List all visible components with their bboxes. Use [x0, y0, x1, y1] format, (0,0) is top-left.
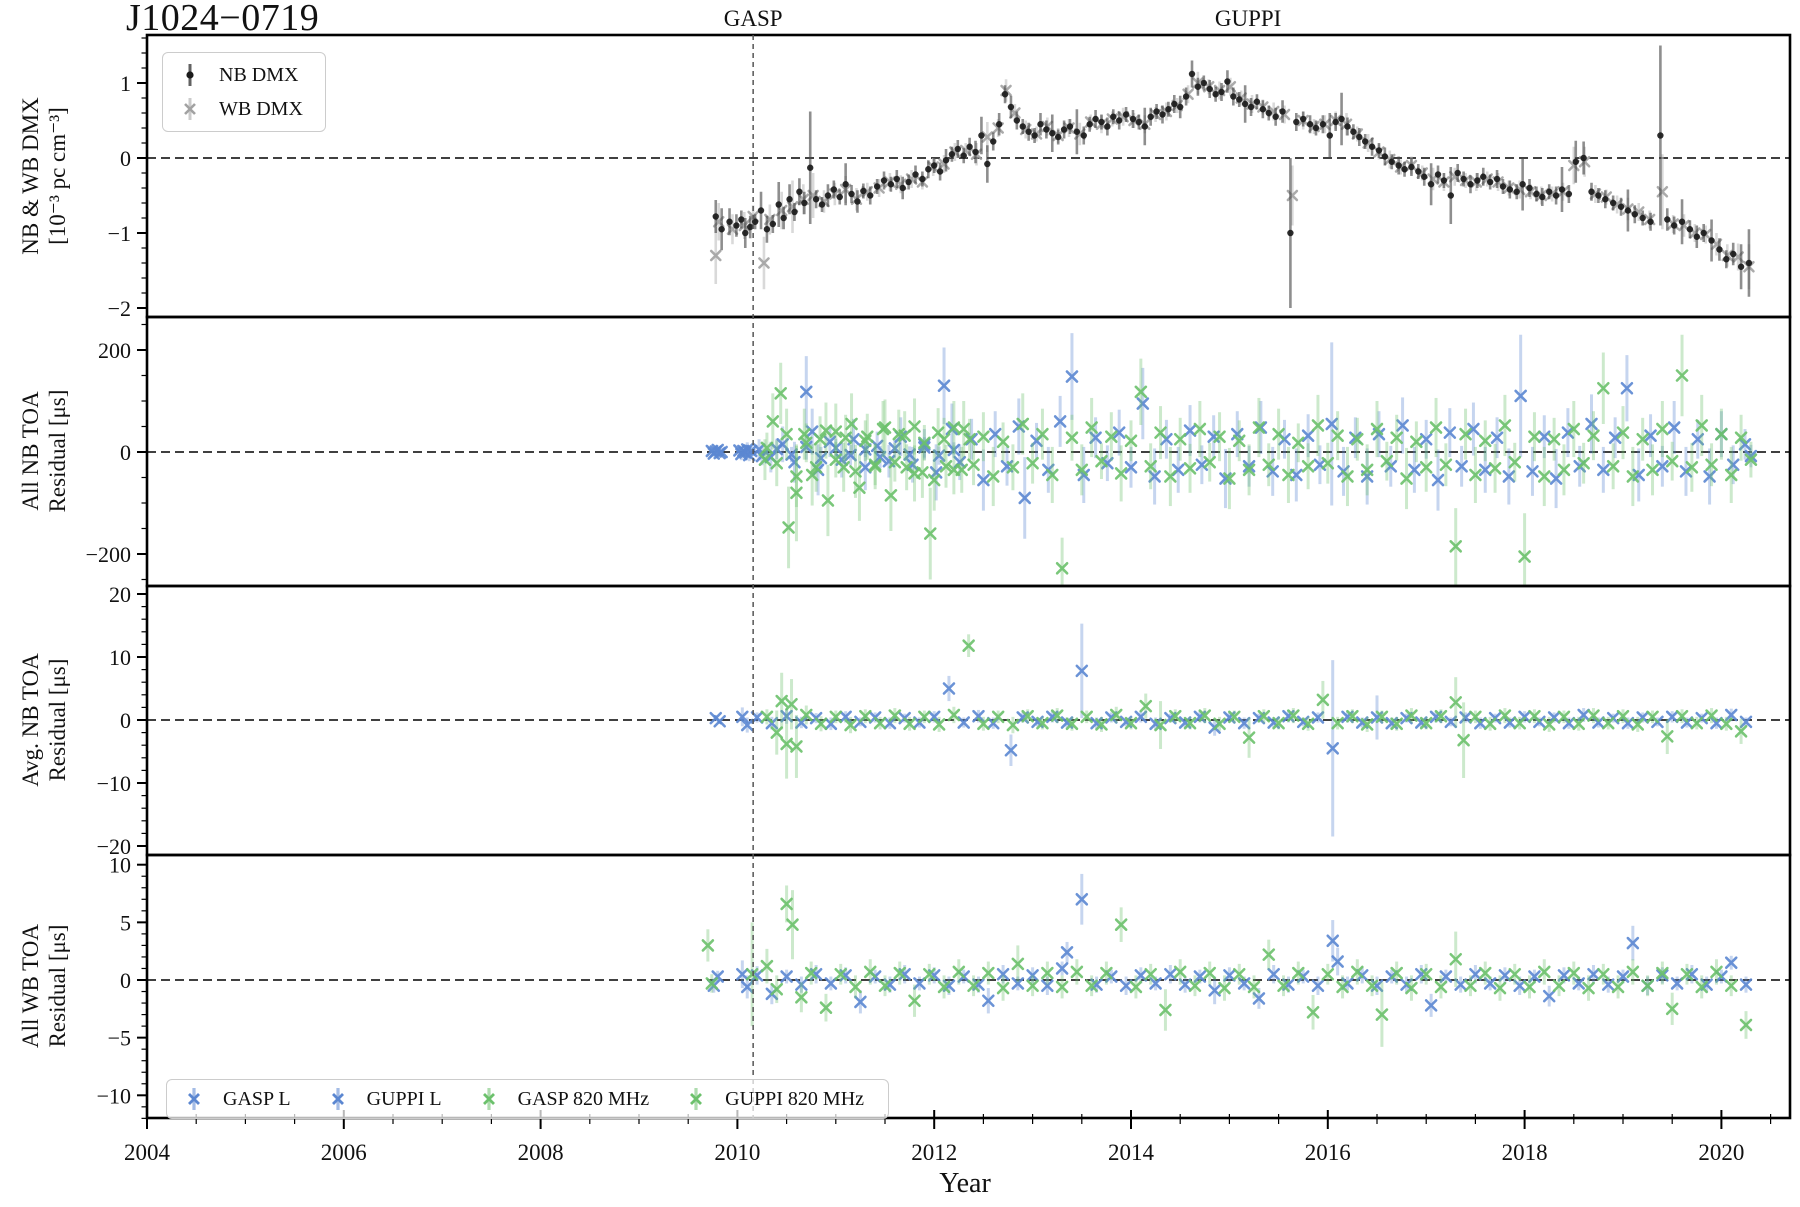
panel-1: 1 0 −1 −2 — [108, 33, 1792, 321]
ytick-label: −200 — [86, 542, 131, 567]
ytick-label: 1 — [120, 71, 131, 96]
legend-label-guppi-l: GUPPI L — [366, 1087, 442, 1110]
ylabel-all-wb-line1: All WB TOA — [18, 924, 43, 1048]
series-guppi-820-mhz — [760, 334, 1758, 585]
guppi-l-marker-icon — [331, 1088, 344, 1110]
xtick-label: 2016 — [1305, 1140, 1351, 1165]
legend-item-guppi-l: GUPPI L — [325, 1085, 442, 1113]
series-gasp-820-mhz — [701, 885, 980, 1027]
ylabel-avg-nb: Avg. NB TOA Residual [μs] — [17, 653, 71, 787]
xlabel-year: Year — [939, 1168, 991, 1199]
ylabel-all-nb-line1: All NB TOA — [18, 391, 43, 511]
legend-label-wb-dmx: WB DMX — [219, 97, 303, 120]
series-guppi-l — [752, 333, 1758, 539]
legend-label-guppi-820: GUPPI 820 MHz — [725, 1087, 865, 1110]
gasp-820-marker-icon — [482, 1088, 495, 1110]
legend-item-guppi-820: GUPPI 820 MHz — [683, 1085, 864, 1113]
ylabel-dmx: NB & WB DMX [10⁻³ pc cm⁻³] — [17, 97, 71, 254]
ytick-label: 0 — [120, 968, 131, 993]
xtick-label: 2006 — [321, 1140, 367, 1165]
ytick-label: 0 — [120, 708, 131, 733]
ylabel-dmx-line2: [10⁻³ pc cm⁻³] — [45, 107, 70, 245]
ytick-label: −5 — [108, 1026, 131, 1051]
annotation-guppi: GUPPI — [1215, 6, 1281, 31]
xtick-label: 2014 — [1108, 1140, 1155, 1165]
legend-label-gasp-820: GASP 820 MHz — [517, 1087, 650, 1110]
ylabel-all-wb: All WB TOA Residual [μs] — [17, 924, 71, 1048]
series-guppi-820-mhz — [982, 907, 1753, 1047]
ytick-label: −2 — [108, 296, 131, 321]
panel-3: 20 10 0 −10 −20 — [97, 582, 1792, 859]
x-axis: 2004 2006 2008 2010 2012 2014 2016 2018 2020 — [124, 1110, 1772, 1165]
legend-item-gasp-l: GASP L — [181, 1085, 291, 1113]
series-guppi-l — [750, 873, 1753, 1017]
legend-receivers: GASP L GUPPI L GASP 820 MHz GUPPI 820 MH… — [166, 1079, 890, 1119]
ylabel-all-nb-line2: Residual [μs] — [45, 389, 70, 513]
ytick-label: 0 — [120, 146, 131, 171]
legend-item-nb-dmx: NB DMX — [177, 61, 303, 89]
xtick-label: 2018 — [1502, 1140, 1548, 1165]
annotation-gasp: GASP — [724, 6, 783, 31]
ytick-label: 0 — [120, 440, 131, 465]
ytick-label: 5 — [120, 910, 131, 935]
ytick-label: −20 — [97, 834, 131, 859]
series-guppi-820-mhz — [977, 677, 1748, 778]
ylabel-all-nb: All NB TOA Residual [μs] — [17, 390, 71, 513]
ylabel-avg-nb-line2: Residual [μs] — [45, 658, 70, 782]
guppi-820-marker-icon — [690, 1088, 703, 1110]
nb-dmx-marker-icon — [186, 64, 194, 86]
xtick-label: 2008 — [518, 1140, 564, 1165]
legend-label-nb-dmx: NB DMX — [219, 63, 299, 86]
legend-dmx: NB DMX WB DMX — [162, 52, 326, 132]
gasp-l-marker-icon — [188, 1088, 200, 1110]
ytick-label: −10 — [97, 1083, 131, 1108]
xtick-label: 2020 — [1698, 1140, 1744, 1165]
ylabel-avg-nb-line1: Avg. NB TOA — [18, 653, 43, 787]
xtick-label: 2010 — [714, 1140, 760, 1165]
xtick-label: 2004 — [124, 1140, 171, 1165]
ytick-label: 10 — [109, 853, 131, 878]
pulsar-title: J1024−0719 — [126, 0, 320, 39]
xtick-label: 2012 — [911, 1140, 957, 1165]
series-gasp-820-mhz — [760, 634, 975, 779]
panel-2: 200 0 −200 — [86, 315, 1792, 588]
wb-dmx-marker-icon — [184, 98, 196, 120]
series-guppi-l — [750, 623, 1753, 837]
ytick-label: 20 — [109, 582, 131, 607]
series-nb-dmx — [712, 45, 1753, 308]
legend-label-gasp-l: GASP L — [223, 1087, 291, 1110]
ytick-label: 200 — [98, 338, 131, 363]
legend-item-gasp-820: GASP 820 MHz — [476, 1085, 650, 1113]
ylabel-dmx-line1: NB & WB DMX — [18, 97, 43, 255]
series-gasp-820-mhz — [758, 362, 976, 580]
ytick-label: −1 — [108, 221, 131, 246]
ylabel-all-wb-line2: Residual [μs] — [45, 924, 70, 1048]
legend-item-wb-dmx: WB DMX — [177, 95, 303, 123]
ytick-label: 10 — [109, 645, 131, 670]
panel-4: 10 5 0 −5 −10 — [97, 853, 1792, 1120]
ytick-label: −10 — [97, 771, 131, 796]
series-gasp-l — [709, 707, 754, 733]
